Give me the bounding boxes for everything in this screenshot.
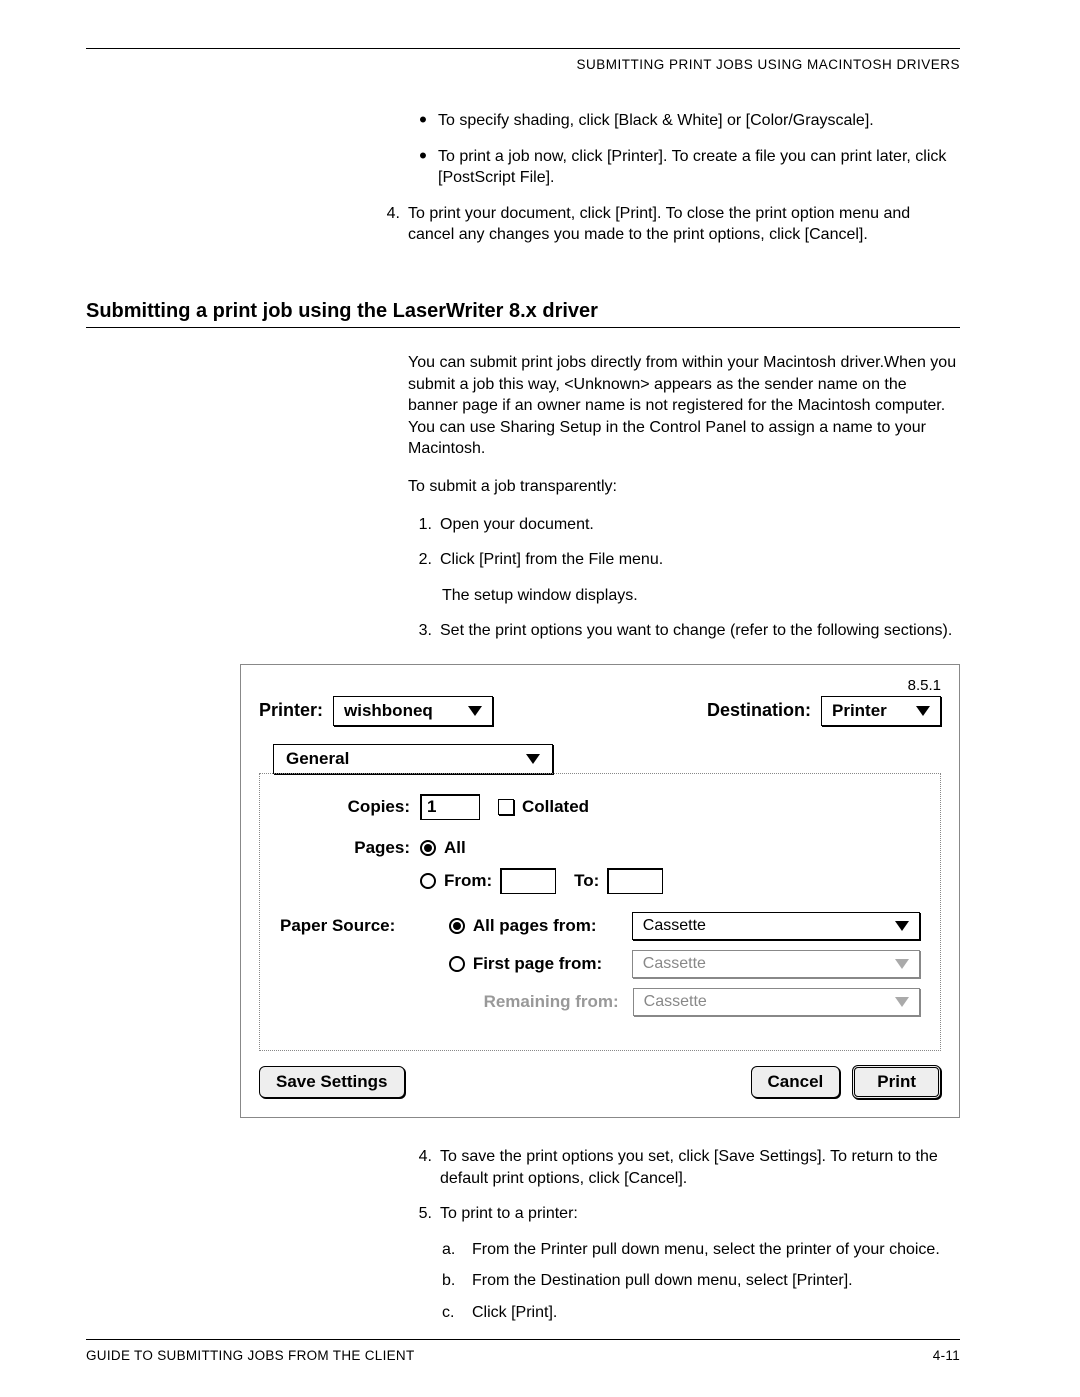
collated-checkbox[interactable] [498, 799, 514, 815]
letter-marker: c. [442, 1302, 472, 1324]
pages-label: Pages: [280, 838, 420, 858]
bullet-text: To specify shading, click [Black & White… [438, 110, 960, 132]
destination-label: Destination: [707, 700, 811, 721]
all-pages-dropdown[interactable]: Cassette [632, 912, 920, 940]
footer-rule [86, 1339, 960, 1340]
step-text: Set the print options you want to change… [440, 620, 960, 642]
collated-label: Collated [522, 797, 589, 817]
save-settings-button[interactable]: Save Settings [259, 1066, 405, 1098]
numbered-item: 4. To print your document, click [Print]… [380, 203, 960, 246]
step-text: To print to a printer: [440, 1203, 960, 1225]
first-page-dropdown: Cassette [632, 950, 920, 978]
chevron-down-icon [895, 921, 909, 931]
paper-source-label: Paper Source: [280, 916, 450, 936]
pages-all-radio[interactable] [420, 840, 436, 856]
letter-text: From the Printer pull down menu, select … [472, 1239, 940, 1261]
footer-left: GUIDE TO SUBMITTING JOBS FROM THE CLIENT [86, 1348, 415, 1363]
letter-text: Click [Print]. [472, 1302, 557, 1324]
bullet-dot-icon: • [408, 146, 438, 189]
copies-label: Copies: [280, 797, 420, 817]
step-number: 3. [410, 620, 440, 642]
panel-value: General [286, 749, 349, 769]
pages-from-radio[interactable] [420, 873, 436, 889]
step-subtext: The setup window displays. [442, 585, 960, 607]
lettered-item: b. From the Destination pull down menu, … [442, 1270, 960, 1292]
step-number: 5. [410, 1203, 440, 1225]
numbered-item: 1. Open your document. [410, 514, 960, 536]
chevron-down-icon [468, 706, 482, 716]
all-pages-radio[interactable] [449, 918, 465, 934]
remaining-dropdown: Cassette [633, 988, 920, 1016]
chevron-down-icon [916, 706, 930, 716]
destination-value: Printer [832, 701, 887, 721]
pages-to-label: To: [574, 871, 599, 891]
print-button[interactable]: Print [852, 1065, 941, 1099]
first-page-radio[interactable] [449, 956, 465, 972]
bullet-dot-icon: • [408, 110, 438, 132]
numbered-item: 3. Set the print options you want to cha… [410, 620, 960, 642]
first-page-label: First page from: [473, 954, 632, 974]
all-pages-label: All pages from: [473, 916, 632, 936]
pages-all-label: All [444, 838, 466, 858]
cancel-button[interactable]: Cancel [751, 1066, 841, 1098]
step-text: To save the print options you set, click… [440, 1146, 960, 1189]
letter-marker: b. [442, 1270, 472, 1292]
remaining-label: Remaining from: [474, 992, 633, 1012]
printer-dropdown[interactable]: wishboneq [333, 696, 493, 726]
letter-text: From the Destination pull down menu, sel… [472, 1270, 853, 1292]
step-text: Click [Print] from the File menu. [440, 549, 960, 571]
step-number: 4. [380, 203, 408, 246]
destination-dropdown[interactable]: Printer [821, 696, 941, 726]
printer-label: Printer: [259, 700, 323, 721]
panel-dropdown[interactable]: General [273, 744, 553, 774]
numbered-item: 2. Click [Print] from the File menu. [410, 549, 960, 571]
intro-line: To submit a job transparently: [408, 476, 960, 498]
pages-to-input[interactable] [607, 868, 663, 894]
printer-value: wishboneq [344, 701, 433, 721]
lettered-item: a. From the Printer pull down menu, sele… [442, 1239, 960, 1261]
pages-from-label: From: [444, 871, 492, 891]
header-chapter: SUBMITTING PRINT JOBS USING MACINTOSH DR… [86, 57, 960, 72]
bullet-text: To print a job now, click [Printer]. To … [438, 146, 960, 189]
chevron-down-icon [526, 754, 540, 764]
pages-from-input[interactable] [500, 868, 556, 894]
letter-marker: a. [442, 1239, 472, 1261]
header-rule [86, 48, 960, 49]
general-panel: Copies: 1 Collated Pages: All From: To: … [259, 773, 941, 1051]
chevron-down-icon [895, 959, 909, 969]
step-number: 4. [410, 1146, 440, 1189]
bullet-item: • To specify shading, click [Black & Whi… [408, 110, 960, 132]
intro-paragraph: You can submit print jobs directly from … [408, 352, 960, 460]
numbered-item: 5. To print to a printer: [410, 1203, 960, 1225]
chevron-down-icon [895, 997, 909, 1007]
section-rule [86, 327, 960, 328]
numbered-item: 4. To save the print options you set, cl… [410, 1146, 960, 1189]
step-text: Open your document. [440, 514, 960, 536]
bullet-item: • To print a job now, click [Printer]. T… [408, 146, 960, 189]
step-text: To print your document, click [Print]. T… [408, 203, 960, 246]
print-dialog: 8.5.1 Printer: wishboneq Destination: Pr… [240, 664, 960, 1118]
copies-input[interactable]: 1 [420, 794, 480, 820]
step-number: 2. [410, 549, 440, 571]
lettered-item: c. Click [Print]. [442, 1302, 960, 1324]
dialog-version: 8.5.1 [259, 677, 941, 694]
footer-right: 4-11 [933, 1348, 960, 1363]
section-heading: Submitting a print job using the LaserWr… [86, 300, 960, 323]
step-number: 1. [410, 514, 440, 536]
